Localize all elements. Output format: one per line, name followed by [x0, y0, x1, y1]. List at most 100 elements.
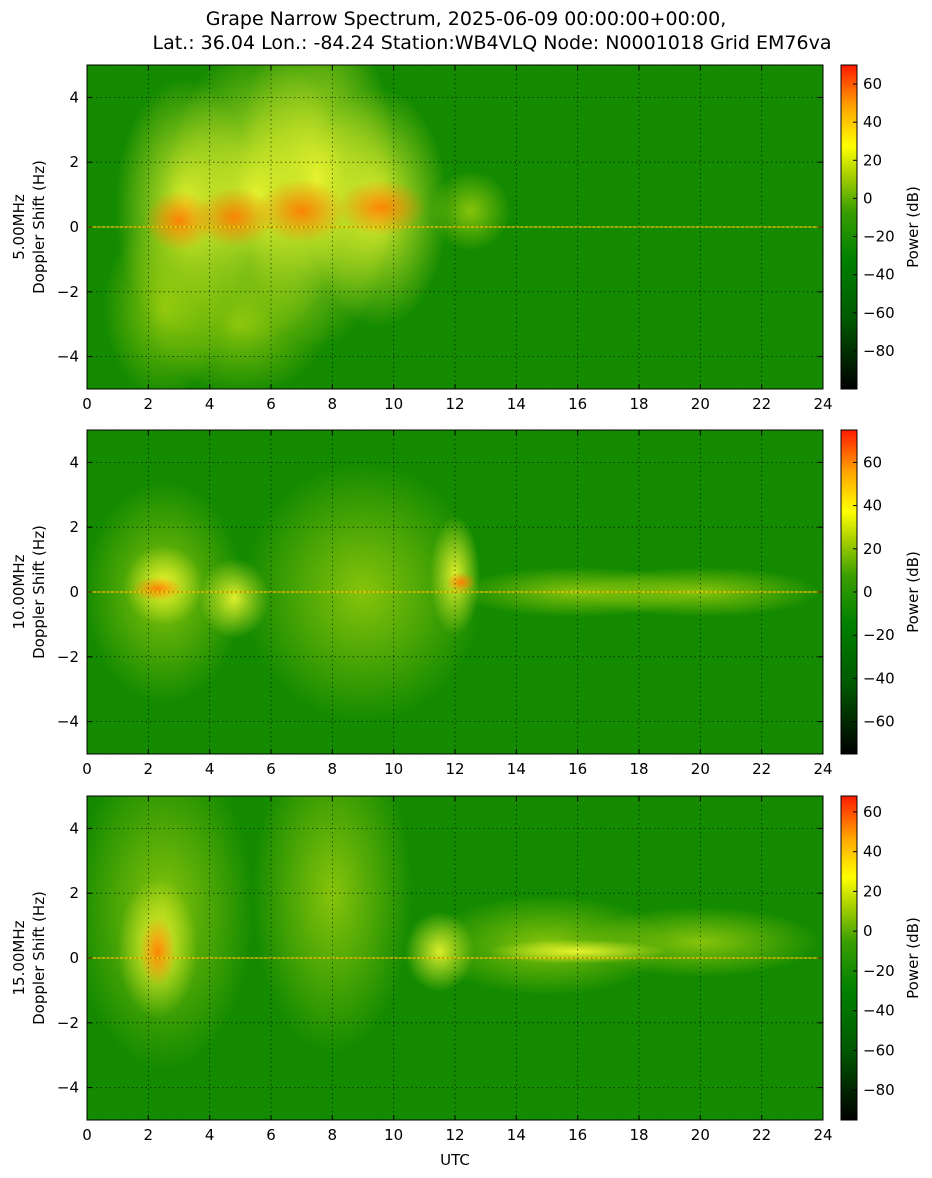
colorbar-tick-label: −40	[863, 669, 895, 687]
y-axis-label: Doppler Shift (Hz)	[30, 160, 48, 294]
x-tick-label: 12	[445, 1126, 464, 1144]
x-tick-label: 6	[266, 1126, 276, 1144]
x-tick-label: 10	[384, 1126, 403, 1144]
colorbar-label: Power (dB)	[904, 917, 922, 999]
x-tick-label: 16	[568, 1126, 587, 1144]
heatmap-feature	[256, 178, 347, 243]
y-tick-label: 4	[69, 819, 79, 837]
heatmap-feature	[446, 572, 477, 593]
freq-label: 15.00MHz	[10, 920, 28, 995]
x-tick-label: 2	[144, 395, 154, 413]
colorbar-tick-label: 20	[863, 540, 882, 558]
colorbar-tick-label: 40	[863, 843, 882, 861]
colorbar-tick-label: 0	[863, 922, 873, 940]
x-tick-label: 8	[328, 760, 338, 778]
x-tick-label: 12	[445, 395, 464, 413]
colorbar-tick-label: −60	[863, 1041, 895, 1059]
y-tick-label: −4	[57, 348, 79, 366]
x-tick-label: 18	[629, 395, 648, 413]
colorbar-tick-label: −20	[863, 228, 895, 246]
x-tick-label: 4	[205, 1126, 215, 1144]
x-tick-label: 4	[205, 395, 215, 413]
x-tick-label: 14	[507, 1126, 526, 1144]
x-tick-label: 16	[568, 395, 587, 413]
colorbar-label: Power (dB)	[904, 551, 922, 633]
colorbar-tick-label: −60	[863, 713, 895, 731]
x-tick-label: 10	[384, 395, 403, 413]
y-tick-label: −4	[57, 1079, 79, 1097]
y-tick-label: 4	[69, 88, 79, 106]
colorbar-tick-label: 20	[863, 151, 882, 169]
colorbar-tick-label: −20	[863, 962, 895, 980]
colorbar-tick-label: 0	[863, 583, 873, 601]
x-tick-label: 0	[82, 1126, 92, 1144]
y-tick-label: −4	[57, 713, 79, 731]
x-tick-label: 20	[691, 760, 710, 778]
heatmap-feature	[252, 796, 413, 1054]
heatmap-feature	[144, 190, 214, 251]
colorbar-tick-label: 20	[863, 882, 882, 900]
figure-title-line2: Lat.: 36.04 Lon.: -84.24 Station:WB4VLQ …	[153, 32, 832, 54]
x-tick-label: 22	[752, 760, 771, 778]
heatmap-feature	[139, 916, 176, 987]
y-tick-label: 2	[69, 518, 79, 536]
colorbar	[840, 64, 858, 390]
y-axis-label: Doppler Shift (Hz)	[30, 525, 48, 659]
x-tick-label: 24	[813, 1126, 832, 1144]
heatmap-feature	[150, 254, 331, 389]
freq-label: 5.00MHz	[10, 194, 28, 260]
colorbar-tick-label: −60	[863, 304, 895, 322]
y-tick-label: 4	[69, 453, 79, 471]
x-tick-label: 10	[384, 760, 403, 778]
x-tick-label: 14	[507, 760, 526, 778]
x-tick-label: 22	[752, 395, 771, 413]
x-tick-label: 22	[752, 1126, 771, 1144]
y-tick-label: 2	[69, 884, 79, 902]
heatmap-feature	[336, 179, 427, 236]
colorbar-tick-label: 60	[863, 803, 882, 821]
x-tick-label: 2	[144, 1126, 154, 1144]
y-axis-label: Doppler Shift (Hz)	[30, 891, 48, 1025]
x-tick-label: 16	[568, 760, 587, 778]
x-tick-label: 4	[205, 760, 215, 778]
x-tick-label: 6	[266, 760, 276, 778]
colorbar-tick-label: 60	[863, 453, 882, 471]
x-tick-label: 14	[507, 395, 526, 413]
colorbar-tick-label: 40	[863, 497, 882, 515]
x-tick-label: 18	[629, 1126, 648, 1144]
colorbar-label: Power (dB)	[904, 186, 922, 268]
colorbar-tick-label: −20	[863, 626, 895, 644]
freq-label: 10.00MHz	[10, 554, 28, 629]
heatmap-features	[87, 796, 823, 1070]
x-tick-label: 24	[813, 760, 832, 778]
colorbar-tick-label: 0	[863, 189, 873, 207]
heatmap-feature	[194, 187, 275, 248]
heatmap-feature	[132, 576, 183, 601]
colorbar-tick-label: −80	[863, 1081, 895, 1099]
y-tick-label: 0	[69, 218, 79, 236]
colorbar	[840, 795, 858, 1121]
x-tick-label: 12	[445, 760, 464, 778]
figure-title-line1: Grape Narrow Spectrum, 2025-06-09 00:00:…	[206, 8, 727, 30]
x-tick-label: 20	[691, 395, 710, 413]
y-tick-label: 2	[69, 153, 79, 171]
colorbar-tick-label: 40	[863, 113, 882, 131]
x-tick-label: 8	[328, 1126, 338, 1144]
colorbar-tick-label: 60	[863, 75, 882, 93]
x-tick-label: 0	[82, 760, 92, 778]
heatmap-feature	[430, 170, 511, 251]
y-tick-label: −2	[57, 283, 79, 301]
y-tick-label: 0	[69, 949, 79, 967]
colorbar-tick-label: −80	[863, 342, 895, 360]
y-tick-label: 0	[69, 583, 79, 601]
heatmap-feature	[487, 939, 668, 964]
x-tick-label: 0	[82, 395, 92, 413]
heatmap-features	[87, 65, 823, 389]
colorbar-tick-label: −40	[863, 266, 895, 284]
x-tick-label: 6	[266, 395, 276, 413]
colorbar-tick-label: −40	[863, 1002, 895, 1020]
